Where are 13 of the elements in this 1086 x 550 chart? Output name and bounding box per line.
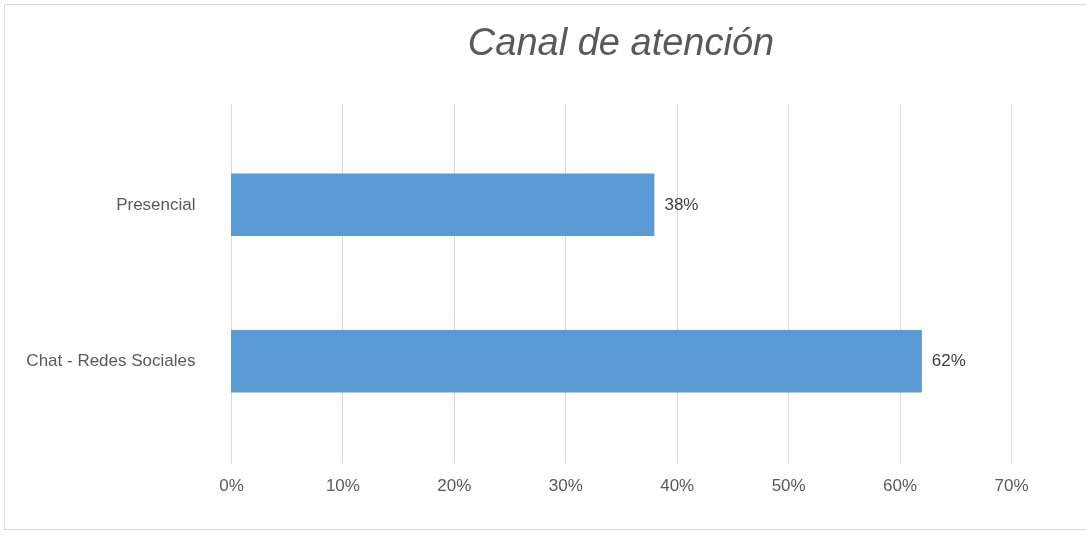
x-tick-label: 70% bbox=[994, 475, 1029, 495]
x-tick-label: 40% bbox=[660, 475, 695, 495]
y-tick-label: Chat - Redes Sociales bbox=[26, 351, 196, 371]
y-tick-label: Presencial bbox=[116, 194, 196, 214]
chart-title: Canal de atención bbox=[467, 21, 775, 63]
x-tick-label: 20% bbox=[437, 475, 472, 495]
x-tick-label: 0% bbox=[219, 475, 244, 495]
x-tick-label: 10% bbox=[325, 475, 360, 495]
x-tick-label: 60% bbox=[883, 475, 918, 495]
data-label: 62% bbox=[931, 351, 966, 371]
x-tick-label: 50% bbox=[771, 475, 806, 495]
data-label: 38% bbox=[664, 194, 699, 214]
x-tick-label: 30% bbox=[548, 475, 583, 495]
